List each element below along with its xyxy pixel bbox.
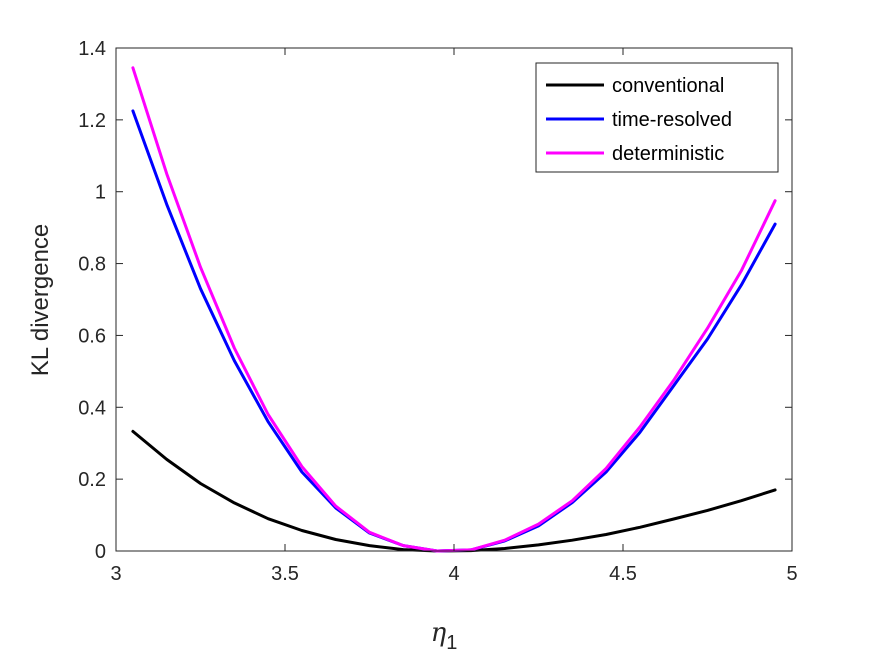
legend-label-conventional: conventional — [612, 75, 724, 97]
x-axis-label: η1 — [431, 618, 458, 654]
x-tick-label: 3 — [110, 563, 121, 585]
x-tick-label: 4 — [448, 563, 459, 585]
x-tick-label: 5 — [786, 563, 797, 585]
x-tick-label: 3.5 — [271, 563, 299, 585]
legend-label-time-resolved: time-resolved — [612, 109, 732, 131]
y-tick-label: 0.6 — [78, 325, 106, 347]
y-tick-label: 0.4 — [78, 397, 106, 419]
y-tick-label: 1 — [95, 182, 106, 204]
x-axis-label-subscript: 1 — [446, 632, 457, 654]
ticks-layer: 3 3.5 4 4.5 5 0 0.2 0.4 0.6 0.8 1 1.2 1.4 — [78, 38, 797, 585]
y-tick-label: 1.2 — [78, 110, 106, 132]
y-axis-label: KL divergence — [27, 224, 54, 377]
y-tick-label: 0 — [95, 541, 106, 563]
y-tick-label: 0.2 — [78, 469, 106, 491]
x-axis-label-symbol: η — [431, 618, 447, 648]
legend-label-deterministic: deterministic — [612, 143, 724, 165]
x-tick-label: 4.5 — [609, 563, 637, 585]
y-tick-label: 0.8 — [78, 254, 106, 276]
legend: conventional time-resolved deterministic — [535, 62, 779, 173]
y-tick-label: 1.4 — [78, 38, 106, 60]
